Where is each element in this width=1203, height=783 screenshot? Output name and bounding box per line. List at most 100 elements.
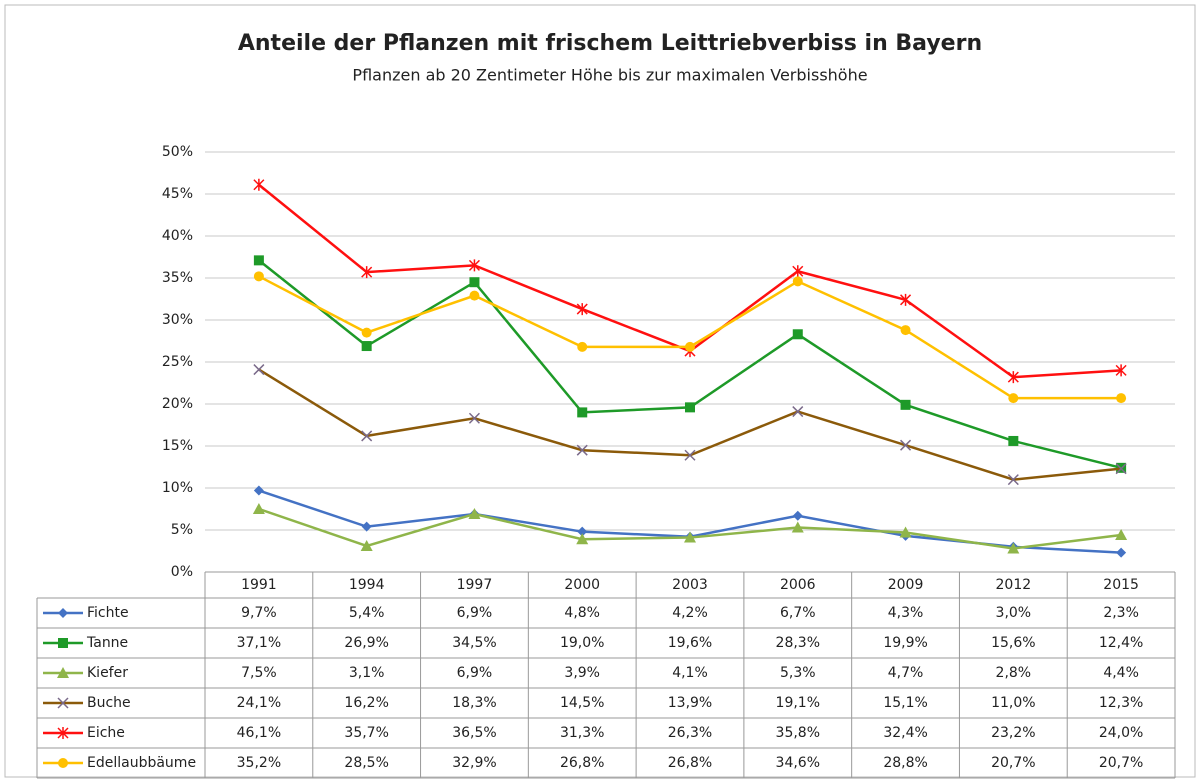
- marker: [792, 406, 804, 418]
- marker: [253, 178, 265, 191]
- marker: [899, 526, 912, 538]
- chart-frame: [4, 4, 1196, 778]
- table-value: 4,2%: [672, 605, 708, 621]
- marker: [468, 259, 480, 272]
- marker: [1116, 393, 1127, 404]
- marker: [791, 521, 804, 533]
- table-value: 26,9%: [344, 635, 388, 651]
- marker: [253, 485, 264, 496]
- table-value: 34,6%: [776, 755, 820, 771]
- legend-label: Eiche: [87, 725, 125, 741]
- table-value: 20,7%: [991, 755, 1035, 771]
- table-value: 46,1%: [237, 725, 281, 741]
- chart-title: Anteile der Pflanzen mit frischem Leittr…: [238, 31, 982, 56]
- marker: [469, 277, 480, 288]
- table-value: 2,8%: [996, 665, 1032, 681]
- y-tick-label: 50%: [162, 144, 193, 160]
- table-value: 28,3%: [776, 635, 820, 651]
- table-value: 32,9%: [452, 755, 496, 771]
- legend-label: Kiefer: [87, 665, 128, 681]
- table-value: 35,2%: [237, 755, 281, 771]
- table-value: 35,8%: [776, 725, 820, 741]
- table-value: 28,5%: [344, 755, 388, 771]
- marker: [792, 510, 803, 521]
- table-value: 5,3%: [780, 665, 816, 681]
- table-value: 32,4%: [883, 725, 927, 741]
- y-tick-label: 15%: [162, 438, 193, 454]
- table-value: 19,0%: [560, 635, 604, 651]
- table-value: 13,9%: [668, 695, 712, 711]
- table-value: 4,8%: [564, 605, 600, 621]
- table-value: 35,7%: [344, 725, 388, 741]
- marker: [792, 329, 803, 340]
- y-tick-label: 25%: [162, 354, 193, 370]
- marker: [1007, 371, 1019, 384]
- table-value: 31,3%: [560, 725, 604, 741]
- marker: [361, 327, 372, 338]
- table-value: 16,2%: [344, 695, 388, 711]
- table-value: 26,8%: [560, 755, 604, 771]
- marker: [253, 271, 264, 282]
- marker: [1116, 547, 1127, 558]
- table-value: 3,1%: [349, 665, 385, 681]
- table-value: 11,0%: [991, 695, 1035, 711]
- table-value: 3,9%: [564, 665, 600, 681]
- table-value: 15,6%: [991, 635, 1035, 651]
- y-tick-label: 30%: [162, 312, 193, 328]
- marker: [900, 399, 911, 410]
- legend-label: Fichte: [87, 605, 129, 621]
- table-value: 4,4%: [1103, 665, 1139, 681]
- y-tick-label: 10%: [162, 480, 193, 496]
- marker: [361, 266, 373, 279]
- marker: [57, 697, 69, 709]
- table-value: 5,4%: [349, 605, 385, 621]
- y-tick-label: 35%: [162, 270, 193, 286]
- marker: [576, 303, 588, 316]
- marker: [1115, 529, 1128, 541]
- marker: [469, 290, 480, 301]
- table-value: 3,0%: [996, 605, 1032, 621]
- marker: [1008, 435, 1019, 446]
- marker: [577, 341, 588, 352]
- table-value: 6,9%: [457, 665, 493, 681]
- table-value: 6,9%: [457, 605, 493, 621]
- x-tick-label: 2015: [1103, 577, 1139, 593]
- table-value: 4,7%: [888, 665, 924, 681]
- x-tick-label: 2003: [672, 577, 708, 593]
- marker: [684, 449, 696, 461]
- table-value: 36,5%: [452, 725, 496, 741]
- x-tick-label: 1994: [349, 577, 385, 593]
- marker: [792, 265, 804, 278]
- table-value: 15,1%: [883, 695, 927, 711]
- table-value: 26,8%: [668, 755, 712, 771]
- table-value: 24,0%: [1099, 725, 1143, 741]
- legend-label: Edellaubbäume: [87, 755, 196, 771]
- marker: [900, 439, 912, 451]
- table-value: 14,5%: [560, 695, 604, 711]
- x-tick-label: 2000: [564, 577, 600, 593]
- table-value: 19,1%: [776, 695, 820, 711]
- marker: [361, 430, 373, 442]
- table-value: 4,3%: [888, 605, 924, 621]
- marker: [58, 758, 68, 768]
- table-value: 19,6%: [668, 635, 712, 651]
- x-tick-label: 1991: [241, 577, 277, 593]
- table-value: 9,7%: [241, 605, 277, 621]
- table-value: 12,3%: [1099, 695, 1143, 711]
- marker: [360, 539, 373, 551]
- y-tick-label: 20%: [162, 396, 193, 412]
- marker: [1008, 393, 1019, 404]
- table-value: 7,5%: [241, 665, 277, 681]
- marker: [900, 293, 912, 306]
- table-value: 19,9%: [883, 635, 927, 651]
- y-tick-label: 40%: [162, 228, 193, 244]
- marker: [253, 364, 265, 376]
- marker: [685, 341, 695, 352]
- marker: [58, 608, 68, 618]
- marker: [1007, 542, 1020, 554]
- marker: [253, 255, 264, 266]
- marker: [57, 727, 69, 739]
- table-value: 34,5%: [452, 635, 496, 651]
- marker: [900, 325, 911, 336]
